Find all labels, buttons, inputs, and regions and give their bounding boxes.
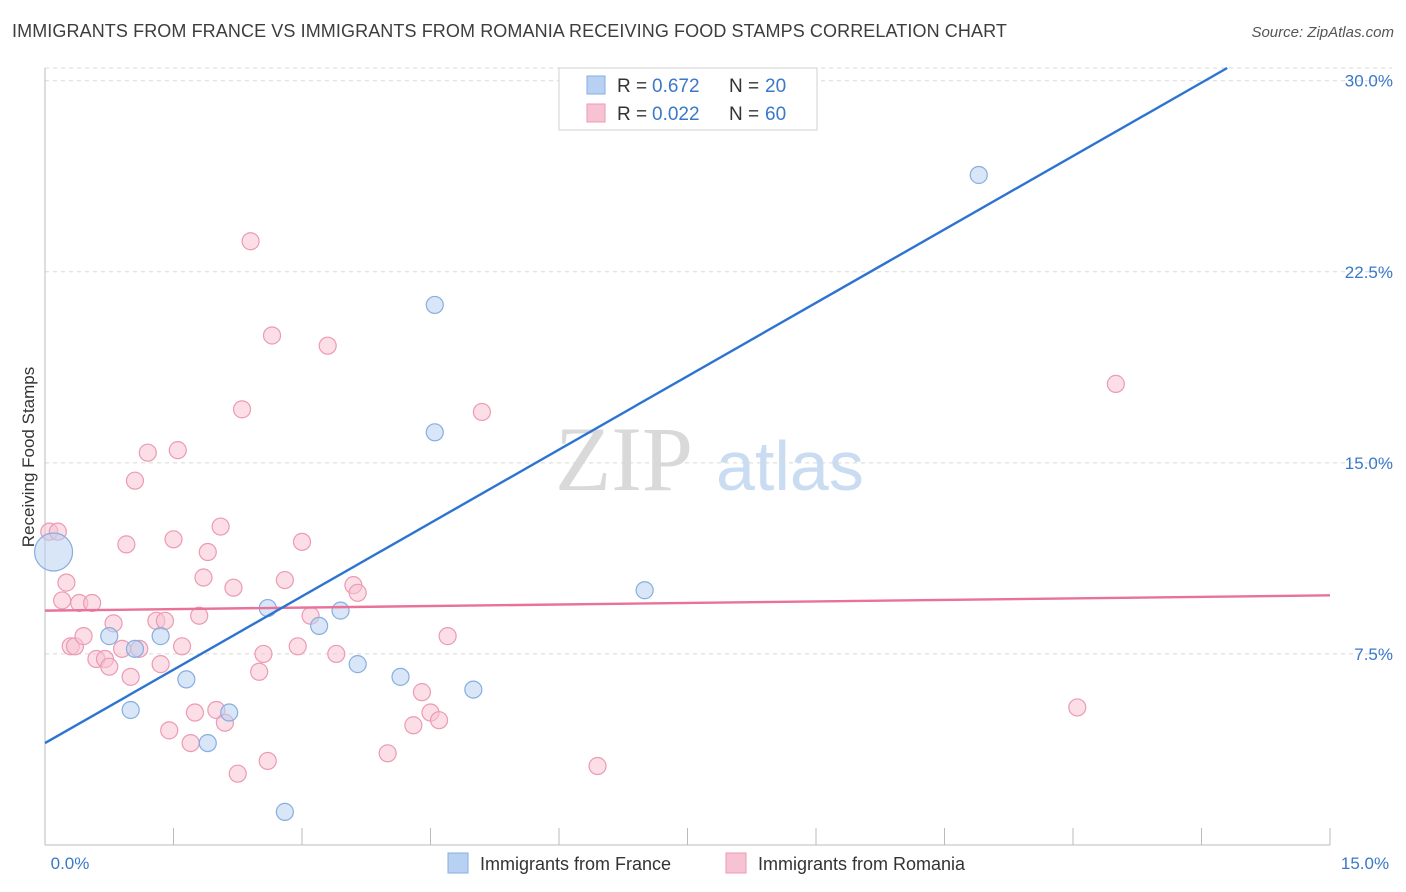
legend-france-n-value: 20 [765, 76, 786, 97]
y-tick-label: 15.0% [1345, 454, 1393, 473]
x-tick-label-min: 0.0% [51, 854, 90, 873]
romania-point [404, 716, 423, 735]
romania-point [121, 667, 140, 686]
romania-point [198, 542, 217, 562]
legend-romania-r-value: 0.022 [652, 104, 700, 125]
romania-point [151, 655, 170, 674]
romania-point [100, 657, 119, 676]
romania-point [57, 573, 76, 592]
romania-point [250, 662, 269, 681]
romania-point [588, 756, 607, 776]
romania-point [181, 733, 200, 753]
y-tick-labels: 7.5% 15.0% 22.5% 30.0% [1345, 72, 1393, 664]
romania-point [327, 644, 346, 664]
y-tick-label: 22.5% [1345, 263, 1393, 282]
france-point [220, 703, 239, 722]
chart-title: IMMIGRANTS FROM FRANCE VS IMMIGRANTS FRO… [12, 21, 1007, 41]
x-ticks [44, 828, 1331, 845]
romania-point [318, 336, 337, 355]
romania-point [412, 683, 432, 702]
romania-point [172, 637, 192, 656]
france-point [635, 581, 654, 600]
france-point [391, 667, 410, 686]
france-point [125, 639, 145, 658]
france-point [310, 616, 329, 636]
source-label: Source: ZipAtlas.com [1251, 24, 1394, 41]
romania-point [190, 606, 209, 625]
watermark-atlas: atlas [716, 427, 864, 505]
romania-point [288, 637, 307, 656]
romania-point [168, 441, 187, 460]
france-point [33, 532, 74, 572]
romania-point [117, 535, 136, 554]
romania-point [74, 627, 93, 646]
romania-point [232, 400, 252, 419]
y-tick-label: 30.0% [1345, 72, 1393, 91]
romania-point [292, 532, 312, 551]
legend-romania-r-label: R = [617, 104, 647, 125]
romania-point [228, 764, 247, 783]
legend-france-n-label: N = [729, 76, 759, 97]
france-point [198, 733, 217, 753]
france-point [177, 670, 196, 689]
romania-point [429, 711, 449, 730]
romania-point [185, 703, 205, 722]
france-trendline [44, 66, 1228, 745]
y-tick-label: 7.5% [1354, 645, 1393, 664]
romania-point [1106, 374, 1125, 393]
romania-trendline [44, 594, 1331, 612]
romania-point [348, 583, 367, 602]
romania-point [258, 751, 277, 771]
romania-point [194, 568, 213, 587]
france-points [33, 107, 988, 821]
france-point [425, 295, 444, 315]
legend-france-r-value: 0.672 [652, 76, 700, 97]
romania-point [211, 517, 230, 536]
france-point [275, 802, 294, 821]
romania-point [125, 471, 145, 490]
legend-romania-n-value: 60 [765, 104, 786, 125]
romania-point [472, 402, 491, 422]
bottom-legend-swatch-romania [725, 852, 747, 874]
romania-point [155, 611, 175, 630]
romania-point [160, 721, 179, 740]
romania-point [438, 627, 457, 646]
romania-point [164, 530, 183, 549]
romania-point [275, 570, 294, 590]
france-point [425, 423, 444, 442]
france-point [100, 627, 119, 646]
romania-point [224, 578, 243, 597]
romania-point [83, 593, 102, 613]
romania-point [138, 443, 157, 462]
france-point [121, 700, 140, 720]
romania-point [254, 644, 273, 664]
romania-point [262, 326, 282, 345]
romania-point [378, 744, 397, 763]
x-tick-label-max: 15.0% [1341, 854, 1389, 873]
trendlines [44, 66, 1331, 745]
legend-swatch-france [586, 75, 606, 95]
legend-france-r-label: R = [617, 76, 647, 97]
series-legend: Immigrants from France Immigrants from R… [447, 852, 966, 874]
france-point [331, 601, 350, 620]
bottom-legend-romania: Immigrants from Romania [758, 854, 966, 874]
france-point [969, 165, 988, 185]
gridlines [45, 67, 1392, 655]
romania-point [1068, 698, 1087, 717]
watermark-zip: ZIP [555, 408, 693, 510]
legend-romania-n-label: N = [729, 104, 759, 125]
bottom-legend-france: Immigrants from France [480, 854, 671, 874]
romania-point [241, 232, 260, 251]
romania-point [53, 591, 72, 610]
france-point [464, 680, 483, 699]
legend-swatch-romania [586, 103, 606, 123]
correlation-legend: R = 0.672 N = 20 R = 0.022 N = 60 [558, 67, 818, 131]
france-point [348, 655, 367, 674]
y-axis-label: Receiving Food Stamps [19, 367, 38, 547]
bottom-legend-swatch-france [447, 852, 469, 874]
france-point [151, 627, 170, 646]
